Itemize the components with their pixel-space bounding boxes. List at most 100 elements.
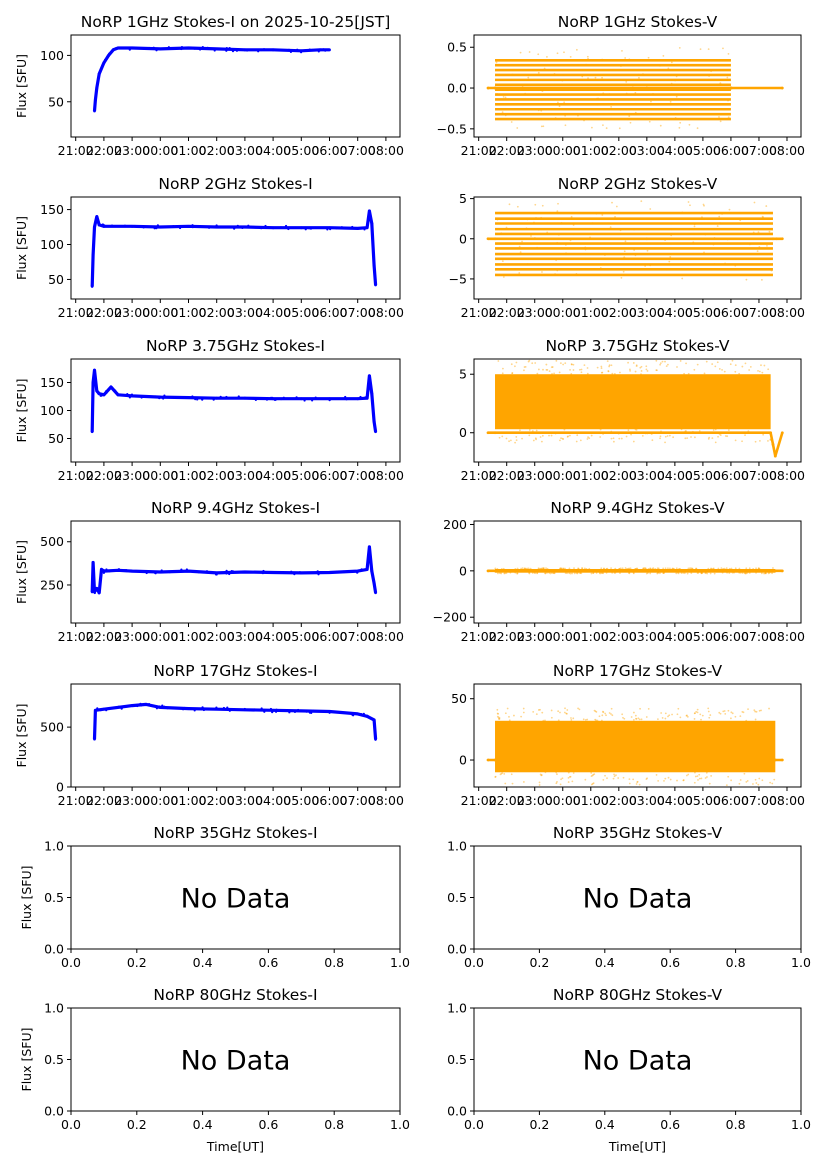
data-point — [691, 567, 694, 570]
data-point — [94, 97, 97, 100]
data-point — [767, 368, 770, 371]
data-point — [601, 58, 604, 61]
data-point — [191, 395, 194, 398]
x-tick-label: 04:00 — [657, 629, 693, 644]
data-point — [610, 567, 612, 570]
x-tick-label: 02:00 — [601, 468, 637, 483]
data-point — [318, 571, 322, 574]
data-point — [326, 228, 329, 231]
data-point — [619, 371, 621, 374]
data-point — [369, 558, 372, 562]
data-point — [282, 396, 285, 399]
data-point — [369, 215, 372, 218]
data-point — [780, 758, 784, 762]
data-series-line — [92, 46, 330, 112]
data-point — [762, 216, 764, 219]
data-point — [310, 711, 313, 714]
plot-area — [90, 209, 378, 288]
axes-frame — [473, 520, 802, 624]
data-point — [602, 124, 604, 127]
data-point — [745, 278, 748, 281]
data-point — [739, 219, 742, 222]
data-point — [539, 567, 542, 570]
data-point — [687, 201, 690, 203]
data-point — [356, 712, 360, 716]
x-tick-label: 0.4 — [595, 955, 615, 970]
data-point — [618, 437, 621, 440]
data-point — [618, 567, 621, 570]
y-tick-label: 50 — [48, 94, 64, 109]
data-point — [748, 243, 751, 246]
data-point — [599, 572, 601, 575]
data-point — [580, 371, 583, 374]
data-point — [734, 567, 737, 570]
data-point — [525, 83, 528, 86]
x-tick-label: 23:00 — [517, 468, 553, 483]
data-point — [271, 711, 274, 714]
x-tick-label: 00:00 — [545, 793, 581, 808]
x-tick-label: 0.8 — [324, 955, 344, 970]
data-point — [295, 396, 298, 399]
data-point — [594, 76, 597, 79]
y-tick-label: 0 — [459, 753, 467, 768]
data-point — [634, 428, 637, 431]
data-point — [734, 364, 737, 367]
data-point — [515, 436, 518, 438]
x-tick-label: 23:00 — [517, 793, 553, 808]
data-point — [722, 710, 725, 713]
data-point — [374, 738, 377, 741]
data-point — [690, 572, 693, 574]
data-point — [544, 771, 547, 774]
data-point — [602, 572, 605, 575]
x-tick-label: 22:00 — [86, 468, 122, 483]
x-tick-label: 22:00 — [86, 793, 122, 808]
data-point — [568, 775, 571, 778]
x-tick-label: 02:00 — [199, 468, 235, 483]
x-tick-label: 0.2 — [127, 1117, 147, 1132]
data-point — [505, 572, 508, 575]
data-point — [586, 438, 589, 440]
data-point — [712, 567, 715, 570]
x-tick-label: 01:00 — [170, 629, 206, 644]
data-point — [592, 572, 595, 574]
data-point — [745, 781, 748, 783]
data-point — [591, 782, 594, 785]
data-point — [590, 775, 593, 778]
data-point — [739, 571, 742, 574]
plot-area — [486, 567, 784, 575]
y-axis-label: Flux [SFU] — [14, 216, 29, 280]
x-tick-label: 07:00 — [340, 143, 376, 158]
x-tick-label: 02:00 — [199, 793, 235, 808]
data-point — [752, 568, 755, 570]
data-point — [370, 569, 374, 573]
data-point — [716, 361, 719, 364]
x-tick-label: 21:00 — [461, 793, 497, 808]
data-point — [704, 233, 707, 236]
data-point — [123, 224, 127, 227]
data-point — [585, 63, 588, 66]
data-point — [520, 715, 523, 718]
data-point — [569, 775, 572, 778]
data-point — [694, 712, 696, 715]
x-tick-label: 06:00 — [311, 143, 347, 158]
data-point — [613, 211, 616, 214]
data-point — [370, 395, 374, 399]
data-point — [522, 707, 525, 710]
data-point — [260, 48, 263, 52]
data-point — [215, 47, 219, 51]
data-point — [708, 75, 710, 77]
data-point — [723, 370, 726, 373]
data-point — [163, 705, 166, 708]
data-point — [559, 439, 561, 442]
data-point — [366, 226, 369, 229]
data-point — [366, 566, 369, 570]
x-tick-label: 02:00 — [199, 143, 235, 158]
data-point — [628, 572, 630, 574]
data-point — [646, 572, 649, 574]
data-point — [659, 437, 661, 440]
data-point — [155, 227, 158, 230]
x-tick-label: 00:00 — [142, 143, 178, 158]
data-point — [734, 439, 737, 442]
data-point — [544, 719, 546, 722]
data-point — [667, 776, 670, 779]
